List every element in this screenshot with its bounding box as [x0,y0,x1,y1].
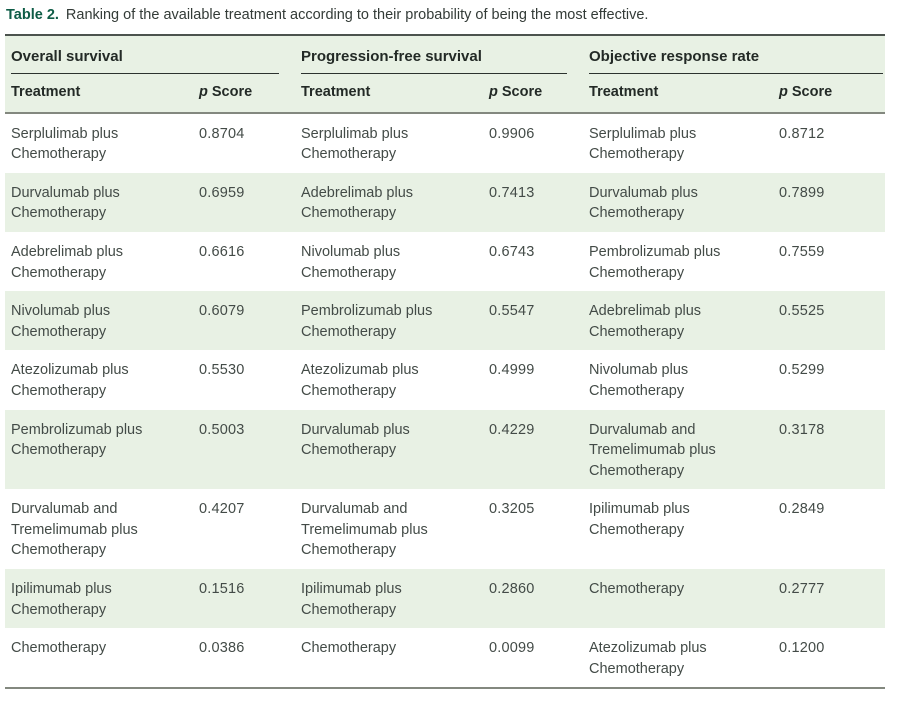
treatment-cell: Ipilimumab plus Chemotherapy [589,501,690,538]
header-treatment-2: Treatment [295,74,483,114]
table-row: Ipilimumab plus Chemotherapy 0.1516 Ipil… [5,568,886,629]
treatment-cell: Ipilimumab plus Chemotherapy [295,568,483,629]
treatment-cell: Chemotherapy [295,628,483,690]
group-header-row: Overall survival Progression-free surviv… [5,33,886,75]
treatment-cell: Pembrolizumab plus Chemotherapy [5,409,193,490]
p-score-cell: 0.5530 [199,362,245,379]
header-pscore-2: p Score [483,74,584,114]
p-score-cell: 0.7899 [773,172,886,233]
p-symbol: p [489,84,498,101]
treatment-cell: Adebrelimab plus Chemotherapy [11,244,124,281]
p-score-cell: 0.5003 [193,409,295,490]
table-row: Durvalumab and Tremelimumab plus Chemoth… [5,489,885,569]
p-score-cell: 0.5525 [773,291,886,351]
header-treatment-1: Treatment [5,74,193,114]
treatment-cell: Atezolizumab plus Chemotherapy [301,362,419,399]
treatment-cell: Serplulimab plus Chemotherapy [301,125,409,163]
treatment-cell: Atezolizumab plus Chemotherapy [583,628,774,690]
treatment-cell: Nivolumab plus Chemotherapy [5,291,193,351]
header-pscore-1: p Score [193,74,295,114]
treatment-cell: Chemotherapy [583,568,774,629]
table-row: Atezolizumab plus Chemotherapy 0.5530 At… [5,350,885,409]
p-score-cell: 0.3205 [489,501,535,518]
p-score-cell: 0.6079 [193,291,295,351]
sub-header-row: Treatment p Score Treatment p Score Treatm… [5,74,886,114]
treatment-cell: Durvalumab and Tremelimumab plus Chemoth… [583,409,774,490]
group-label-progression-free-survival: Progression-free survival [301,46,568,75]
p-score-cell: 0.4229 [483,409,584,490]
treatment-cell: Pembrolizumab plus Chemotherapy [589,244,721,281]
p-score-cell: 0.8704 [199,125,245,142]
ranking-table: Overall survival Progression-free surviv… [5,33,886,690]
p-score-cell: 0.4207 [199,501,245,518]
treatment-cell: Durvalumab plus Chemotherapy [295,409,483,490]
treatment-cell: Durvalumab plus Chemotherapy [5,172,193,233]
header-pscore-3: p Score [773,74,886,114]
treatment-cell: Durvalumab plus Chemotherapy [583,172,774,233]
p-score-cell: 0.8712 [779,125,825,142]
p-score-cell: 0.3178 [773,409,886,490]
treatment-cell: Nivolumab plus Chemotherapy [589,362,689,399]
column-group-progression-free-survival: Progression-free survival [295,33,584,75]
table-caption: Table 2. Ranking of the available treatme… [6,6,903,25]
treatment-cell: Nivolumab plus Chemotherapy [301,244,401,281]
treatment-cell: Serplulimab plus Chemotherapy [589,125,697,163]
p-score-cell: 0.0386 [193,628,295,690]
table-row: Chemotherapy 0.0386 Chemotherapy 0.0099 … [5,628,886,690]
treatment-cell: Chemotherapy [5,628,193,690]
p-score-cell: 0.2777 [773,568,886,629]
treatment-cell: Adebrelimab plus Chemotherapy [583,291,774,351]
table-row: Adebrelimab plus Chemotherapy 0.6616 Niv… [5,232,885,291]
column-group-objective-response-rate: Objective response rate [583,33,886,75]
header-treatment-3: Treatment [583,74,774,114]
p-score-cell: 0.1516 [193,568,295,629]
treatment-cell: Serplulimab plus Chemotherapy [11,125,119,163]
table-row: Durvalumab plus Chemotherapy 0.6959 Adeb… [5,172,886,233]
p-score-cell: 0.0099 [483,628,584,690]
p-score-cell: 0.6616 [199,244,245,261]
p-score-cell: 0.9906 [489,125,535,142]
p-score-cell: 0.2860 [483,568,584,629]
table-caption-text: Ranking of the available treatment accor… [65,7,649,23]
p-score-cell: 0.6743 [489,244,535,261]
treatment-cell: Pembrolizumab plus Chemotherapy [295,291,483,351]
p-score-cell: 0.1200 [773,628,886,690]
treatment-cell: Ipilimumab plus Chemotherapy [5,568,193,629]
p-score-cell: 0.7413 [483,172,584,233]
table-row: Nivolumab plus Chemotherapy 0.6079 Pembr… [5,291,886,351]
p-score-cell: 0.2849 [779,501,825,518]
treatment-cell: Adebrelimab plus Chemotherapy [295,172,483,233]
p-score-cell: 0.4999 [489,362,535,379]
page-root: Table 2. Ranking of the available treatme… [5,6,903,690]
table-row: Serplulimab plus Chemotherapy 0.8704 Ser… [5,113,885,173]
table-header: Overall survival Progression-free surviv… [5,33,886,114]
table-body: Serplulimab plus Chemotherapy 0.8704 Ser… [5,113,886,690]
column-group-overall-survival: Overall survival [5,33,295,75]
p-score-cell: 0.6959 [193,172,295,233]
p-symbol: p [199,84,208,101]
p-score-cell: 0.5547 [483,291,584,351]
p-score-cell: 0.7559 [779,244,825,261]
group-label-objective-response-rate: Objective response rate [589,46,884,75]
group-label-overall-survival: Overall survival [11,46,279,75]
p-symbol: p [779,84,788,101]
treatment-cell: Atezolizumab plus Chemotherapy [11,362,129,399]
p-score-cell: 0.5299 [779,362,825,379]
table-row: Pembrolizumab plus Chemotherapy 0.5003 D… [5,409,886,490]
treatment-cell: Durvalumab and Tremelimumab plus Chemoth… [11,501,138,559]
table-caption-label: Table 2. [6,7,59,23]
treatment-cell: Durvalumab and Tremelimumab plus Chemoth… [301,501,428,559]
